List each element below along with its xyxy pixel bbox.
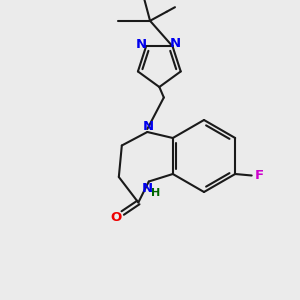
Text: N: N: [136, 38, 147, 51]
Text: H: H: [151, 188, 160, 198]
Text: F: F: [255, 169, 264, 182]
Text: N: N: [142, 182, 153, 195]
Text: N: N: [143, 120, 154, 133]
Text: N: N: [170, 37, 181, 50]
Text: O: O: [110, 211, 122, 224]
